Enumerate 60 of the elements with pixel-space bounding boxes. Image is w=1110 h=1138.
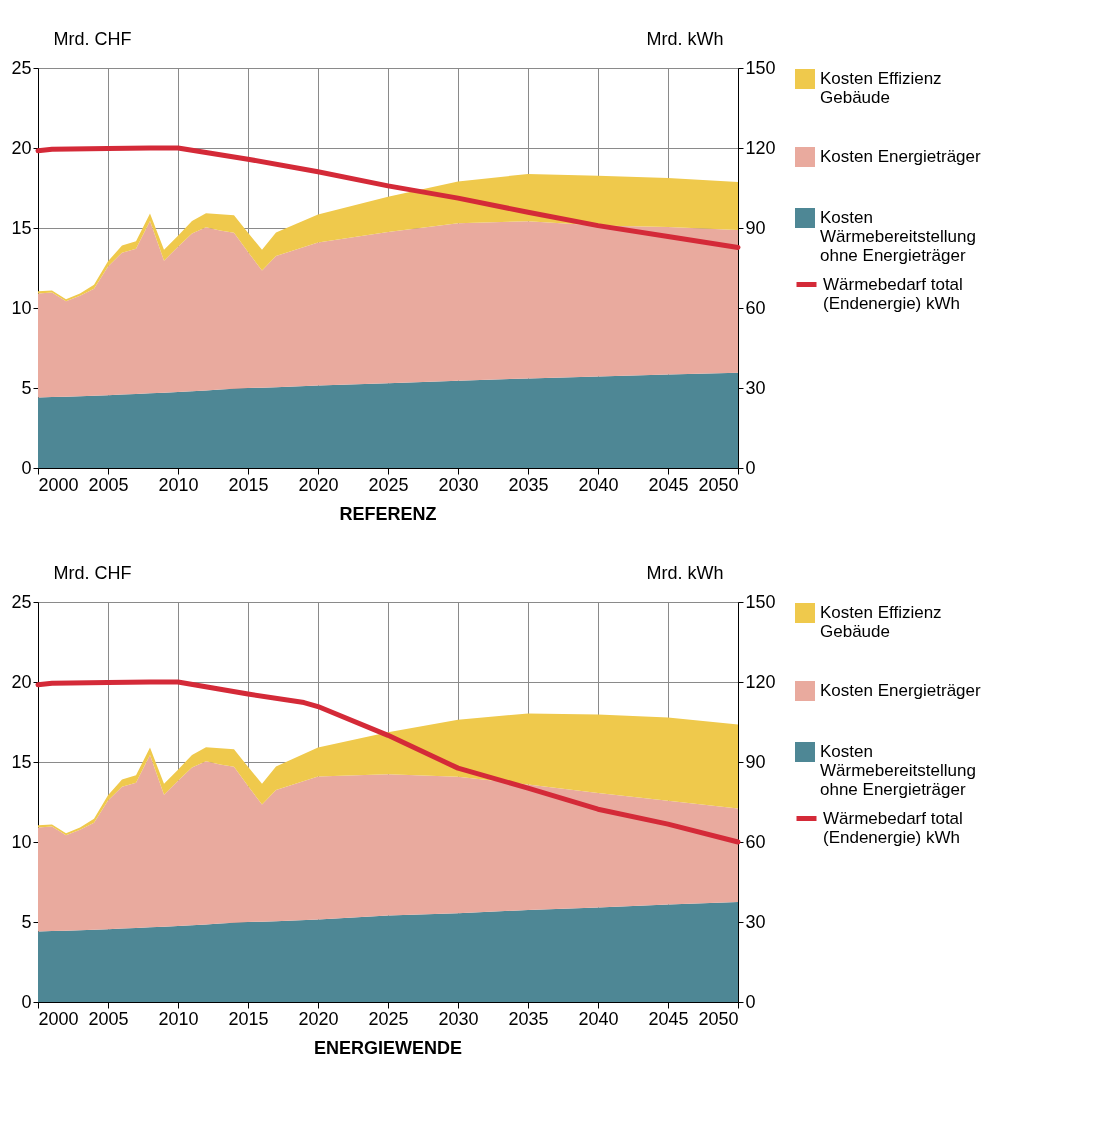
legend-label: Kosten Energieträger — [820, 681, 981, 700]
x-tick-label: 2020 — [298, 1008, 339, 1029]
legend-label: Kosten Wärmebereitstellung ohne Energieträger — [820, 208, 976, 265]
y2-tick-label: 120 — [745, 671, 776, 692]
x-tick-label: 2020 — [298, 474, 339, 495]
text: ENERGIEWENDE — [313, 1038, 463, 1058]
y2-tick-label: 0 — [745, 991, 756, 1012]
x-tick-label: 2005 — [88, 474, 129, 495]
x-tick-label: 2040 — [578, 474, 619, 495]
x-tick-label: 2030 — [438, 474, 479, 495]
x-tick-label: 2045 — [648, 1008, 689, 1029]
x-tick-label: 2045 — [648, 474, 689, 495]
y2-tick-label: 60 — [745, 297, 766, 318]
y2-tick-label: 120 — [745, 137, 776, 158]
legend-label: Kosten Energieträger — [820, 147, 981, 166]
y2-tick-label: 0 — [745, 457, 756, 478]
x-tick-label: 2010 — [158, 474, 199, 495]
y2-tick-label: 60 — [745, 831, 766, 852]
x-tick-label: 2050 — [698, 474, 739, 495]
y-tick-label: 0 — [21, 457, 32, 478]
y-tick-label: 5 — [21, 911, 32, 932]
x-tick-label: 2050 — [698, 1008, 739, 1029]
y2-tick-label: 90 — [745, 217, 766, 238]
x-tick-label: 2025 — [368, 1008, 409, 1029]
x-tick-label: 2035 — [508, 1008, 549, 1029]
y-tick-label: 10 — [11, 831, 32, 852]
x-tick-label: 2035 — [508, 474, 549, 495]
y-tick-label: 10 — [11, 297, 32, 318]
legend-label: Wärmebedarf total (Endenergie) kWh — [823, 274, 963, 313]
y2-tick-label: 150 — [745, 57, 776, 78]
x-tick-label: 2000 — [38, 474, 79, 495]
x-tick-label: 2000 — [38, 1008, 79, 1029]
y-tick-label: 25 — [11, 591, 32, 612]
x-tick-label: 2040 — [578, 1008, 619, 1029]
y-tick-label: 20 — [11, 671, 32, 692]
y-tick-label: 15 — [11, 751, 32, 772]
y-tick-label: 5 — [21, 377, 32, 398]
y2-axis-title: Mrd. kWh — [646, 28, 724, 49]
x-tick-label: 2010 — [158, 1008, 199, 1029]
x-tick-label: 2015 — [228, 1008, 269, 1029]
y-tick-label: 15 — [11, 217, 32, 238]
x-tick-label: 2005 — [88, 1008, 129, 1029]
y-tick-label: 20 — [11, 137, 32, 158]
x-tick-label: 2025 — [368, 474, 409, 495]
y-tick-label: 25 — [11, 57, 32, 78]
legend-label: Kosten Effizienz Gebäude — [820, 603, 942, 641]
y-axis-title: Mrd. CHF — [53, 562, 132, 583]
legend-label: Wärmebedarf total (Endenergie) kWh — [823, 808, 963, 847]
y2-tick-label: 30 — [745, 911, 766, 932]
legend-label: Kosten Wärmebereitstellung ohne Energieträger — [820, 742, 976, 799]
y-tick-label: 0 — [21, 991, 32, 1012]
y2-tick-label: 150 — [745, 591, 776, 612]
x-tick-label: 2030 — [438, 1008, 479, 1029]
y2-tick-label: 30 — [745, 377, 766, 398]
legend-label: Kosten Effizienz Gebäude — [820, 69, 942, 107]
y-axis-title: Mrd. CHF — [53, 28, 132, 49]
y2-tick-label: 90 — [745, 751, 766, 772]
y2-axis-title: Mrd. kWh — [646, 562, 724, 583]
text: REFERENZ — [339, 504, 437, 524]
x-tick-label: 2015 — [228, 474, 269, 495]
